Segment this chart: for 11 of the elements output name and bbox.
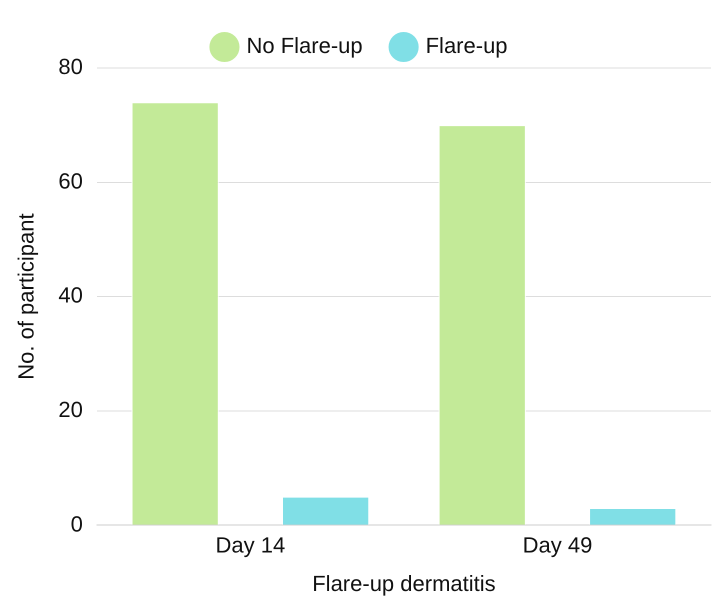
legend-label: No Flare-up [246, 33, 363, 58]
y-axis-title: No. of participant [13, 213, 38, 380]
y-tick-label: 40 [58, 282, 83, 308]
x-tick-label: Day 49 [522, 532, 592, 558]
y-tick-label: 20 [58, 396, 83, 422]
y-tick-label: 80 [58, 54, 83, 80]
y-tick-label: 0 [70, 511, 83, 536]
legend-label: Flare-up [426, 33, 508, 58]
x-axis-title: Flare-up dermatitis [312, 570, 496, 596]
x-tick-label: Day 14 [216, 532, 286, 558]
y-tick-label: 60 [58, 168, 83, 194]
